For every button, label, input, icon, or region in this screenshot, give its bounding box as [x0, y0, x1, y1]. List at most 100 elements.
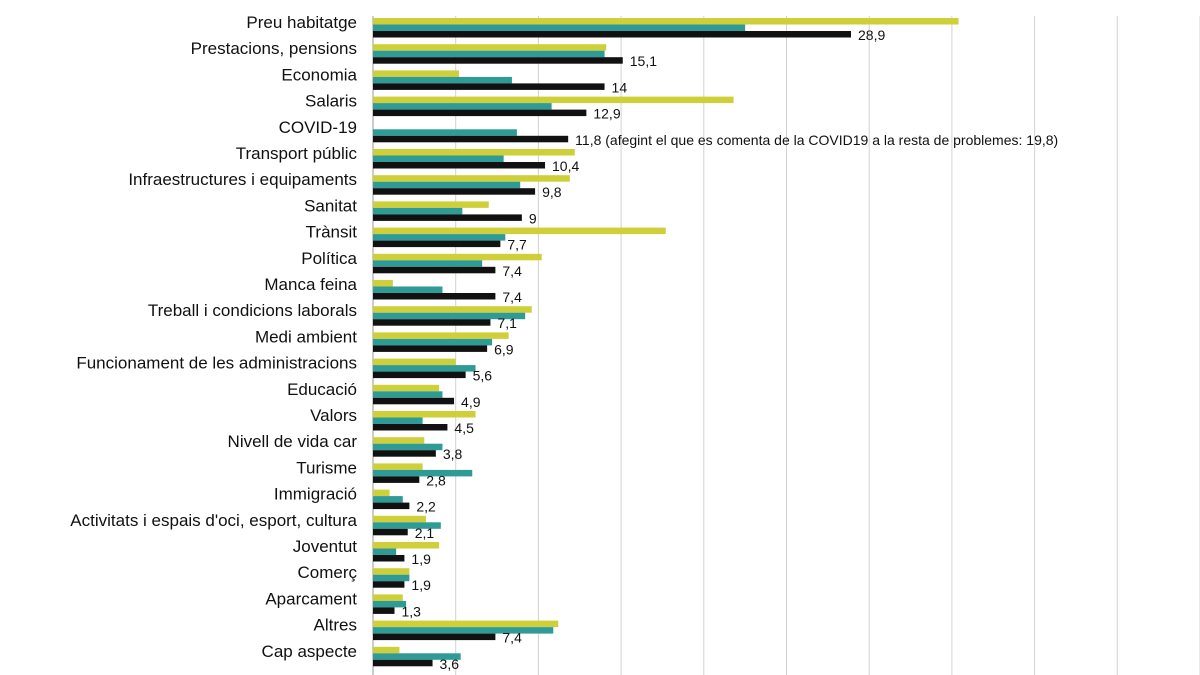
- category-label: Cap aspecte: [262, 642, 357, 661]
- bar-series-1: [373, 463, 423, 470]
- bar-series-2: [373, 207, 463, 215]
- data-label: 9,8: [542, 184, 562, 200]
- bar-series-2: [373, 365, 476, 372]
- bar-series-1: [373, 515, 426, 523]
- category-label: Altres: [314, 616, 357, 635]
- bar-series-3: [373, 528, 408, 536]
- bar-series-2: [373, 522, 441, 529]
- bar-series-1: [373, 542, 440, 549]
- bar-series-3: [373, 188, 536, 195]
- data-label: 6,9: [494, 341, 514, 357]
- category-label: Trànsit: [306, 223, 358, 242]
- bar-series-1: [373, 306, 532, 313]
- bar-series-2: [373, 469, 473, 477]
- bar-series-1: [373, 18, 959, 25]
- bar-series-3: [373, 476, 420, 483]
- bar-series-1: [373, 358, 456, 366]
- category-label: COVID-19: [279, 118, 357, 137]
- bar-series-2: [373, 391, 443, 398]
- data-label: 1,9: [411, 551, 431, 567]
- category-label: Manca feina: [264, 275, 357, 294]
- bar-series-1: [373, 70, 460, 77]
- data-label: 7,1: [497, 315, 517, 331]
- bar-series-2: [373, 129, 517, 136]
- category-label: Treball i condicions laborals: [148, 301, 357, 320]
- category-label: Activitats i espais d'oci, esport, cultu…: [70, 511, 357, 530]
- category-label: Joventut: [293, 537, 358, 556]
- bar-series-1: [373, 253, 542, 261]
- bar-series-2: [373, 181, 521, 189]
- bar-series-2: [373, 260, 483, 267]
- category-label: Salaris: [305, 92, 357, 111]
- bar-series-1: [373, 175, 570, 182]
- bar-series-2: [373, 234, 506, 241]
- bar-series-3: [373, 266, 496, 274]
- category-label: Preu habitatge: [246, 13, 357, 32]
- bar-series-1: [373, 568, 410, 575]
- bar-series-3: [373, 319, 491, 326]
- category-label: Educació: [287, 380, 357, 399]
- bar-series-1: [373, 332, 509, 339]
- bar-series-3: [373, 607, 395, 614]
- category-label: Comerç: [297, 563, 357, 582]
- bar-series-1: [373, 227, 666, 235]
- bar-series-1: [373, 384, 440, 392]
- bar-series-3: [373, 293, 496, 300]
- bar-series-2: [373, 76, 512, 84]
- bar-series-2: [373, 286, 443, 293]
- bar-series-1: [373, 594, 403, 601]
- bar-series-3: [373, 371, 466, 379]
- category-label: Economia: [281, 65, 357, 84]
- bar-series-2: [373, 155, 504, 162]
- bar-series-1: [373, 620, 559, 628]
- bar-series-2: [373, 50, 605, 58]
- bar-series-2: [373, 496, 403, 503]
- data-label: 3,6: [440, 656, 460, 672]
- data-label: 5,6: [473, 368, 493, 384]
- bar-series-3: [373, 633, 496, 641]
- category-label: Turisme: [296, 458, 357, 477]
- category-label: Valors: [310, 406, 357, 425]
- data-label: 3,8: [443, 446, 463, 462]
- bar-series-2: [373, 338, 493, 346]
- bar-series-2: [373, 103, 552, 110]
- data-label: 12,9: [593, 106, 620, 122]
- bar-series-2: [373, 574, 410, 582]
- data-label: 11,8 (afegint el que es comenta de la CO…: [575, 132, 1058, 148]
- category-label: Nivell de vida car: [228, 432, 358, 451]
- data-label: 14: [612, 79, 628, 95]
- bar-series-2: [373, 600, 407, 608]
- bar-series-3: [373, 450, 436, 457]
- bar-series-3: [373, 83, 605, 90]
- bar-series-1: [373, 96, 734, 104]
- bar-series-1: [373, 149, 575, 156]
- category-label: Transport públic: [236, 144, 358, 163]
- category-label: Aparcament: [265, 589, 357, 608]
- bar-series-2: [373, 312, 526, 320]
- category-label: Immigració: [274, 485, 357, 504]
- bar-series-1: [373, 280, 393, 287]
- bar-series-3: [373, 135, 569, 143]
- bar-series-3: [373, 162, 546, 169]
- bar-series-3: [373, 555, 405, 562]
- bar-series-2: [373, 417, 423, 424]
- gridlines: [372, 16, 1200, 675]
- data-label: 2,2: [416, 499, 436, 515]
- data-label: 7,4: [502, 263, 522, 279]
- data-label: 15,1: [630, 53, 657, 69]
- bar-series-1: [373, 201, 489, 208]
- category-label: Prestacions, pensions: [191, 39, 357, 58]
- data-label: 7,4: [502, 630, 522, 646]
- bar-series-3: [373, 424, 448, 431]
- bar-series-3: [373, 57, 623, 64]
- bar-series-1: [373, 44, 607, 51]
- bar-series-3: [373, 502, 410, 510]
- data-label: 4,9: [461, 394, 481, 410]
- data-label: 1,9: [411, 577, 431, 593]
- data-label: 9: [529, 210, 537, 226]
- category-label: Medi ambient: [255, 327, 357, 346]
- bar-series-1: [373, 489, 390, 497]
- data-label: 10,4: [552, 158, 579, 174]
- bars: [373, 18, 959, 667]
